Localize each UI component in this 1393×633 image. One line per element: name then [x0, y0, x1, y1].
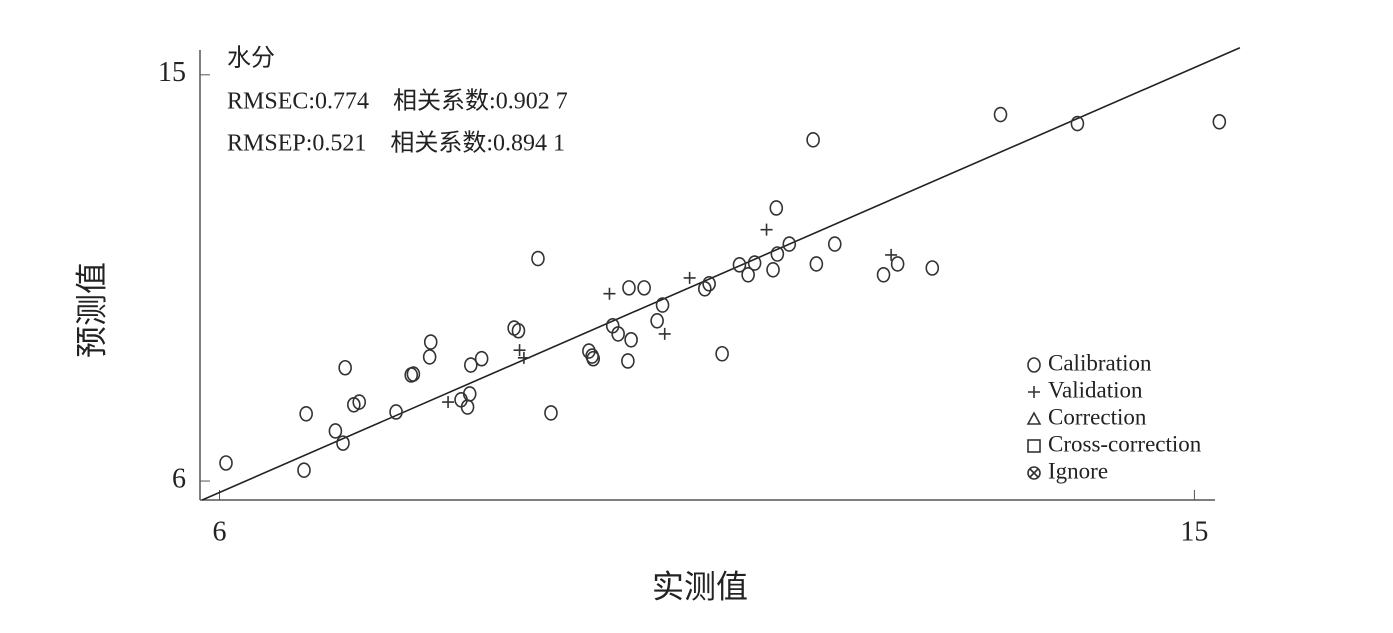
- point: [603, 287, 616, 300]
- point: [876, 266, 891, 283]
- legend-label: Cross-correction: [1048, 431, 1202, 456]
- legend-marker: [1026, 411, 1042, 425]
- point: [885, 248, 898, 261]
- point: [769, 200, 784, 216]
- point: [697, 280, 712, 297]
- point: [586, 350, 601, 367]
- point: [338, 359, 352, 376]
- legend-label: Ignore: [1048, 458, 1108, 483]
- point: [544, 405, 558, 421]
- point: [1070, 115, 1085, 132]
- point: [531, 250, 545, 267]
- point: [683, 271, 696, 284]
- y-tick-label: 15: [158, 57, 186, 88]
- point: [702, 276, 716, 292]
- point: [890, 256, 905, 272]
- point: [406, 366, 421, 382]
- y-axis-label: 预测值: [73, 262, 109, 358]
- point: [517, 351, 530, 364]
- regression-line: [201, 47, 1241, 501]
- legend-label: Calibration: [1048, 350, 1152, 375]
- point: [299, 405, 313, 422]
- point: [423, 334, 438, 350]
- legend-label: Correction: [1048, 404, 1147, 429]
- legend-marker: [1027, 439, 1041, 453]
- point: [741, 266, 755, 283]
- point: [442, 396, 455, 409]
- annotation: RMSEC:0.774 相关系数:0.902 7: [227, 88, 568, 115]
- point: [760, 223, 773, 236]
- point: [297, 462, 311, 479]
- point: [925, 260, 940, 276]
- legend-marker: [1027, 466, 1041, 480]
- point: [806, 132, 820, 148]
- point: [809, 256, 824, 272]
- point: [624, 331, 638, 348]
- annotation: 水分: [227, 45, 275, 72]
- x-axis-label: 实测值: [652, 568, 748, 604]
- point: [655, 297, 670, 313]
- point: [462, 386, 477, 402]
- point: [389, 404, 403, 420]
- point: [732, 257, 747, 273]
- point: [770, 246, 785, 262]
- point: [715, 345, 729, 362]
- point: [422, 349, 437, 365]
- point: [658, 327, 671, 340]
- x-tick-label: 15: [1180, 516, 1208, 547]
- point: [464, 357, 478, 373]
- legend-marker: [1028, 386, 1040, 398]
- point: [513, 344, 526, 357]
- legend-marker: [1027, 357, 1041, 373]
- point: [336, 435, 350, 451]
- x-tick-label: 6: [212, 516, 226, 547]
- point: [650, 313, 664, 329]
- point: [511, 322, 526, 339]
- point: [582, 343, 596, 359]
- point: [827, 236, 842, 252]
- legend-label: Validation: [1048, 377, 1143, 402]
- point: [747, 255, 762, 271]
- y-tick-label: 6: [172, 463, 186, 494]
- point: [782, 236, 797, 252]
- point: [611, 326, 625, 342]
- point: [219, 455, 233, 471]
- point: [622, 280, 636, 296]
- point: [621, 353, 635, 369]
- point: [766, 262, 780, 278]
- point: [637, 280, 651, 296]
- point: [993, 106, 1008, 123]
- point: [328, 423, 343, 439]
- annotation: RMSEP:0.521 相关系数:0.894 1: [227, 130, 565, 157]
- point: [474, 350, 489, 367]
- point: [1212, 113, 1227, 130]
- point: [352, 394, 367, 410]
